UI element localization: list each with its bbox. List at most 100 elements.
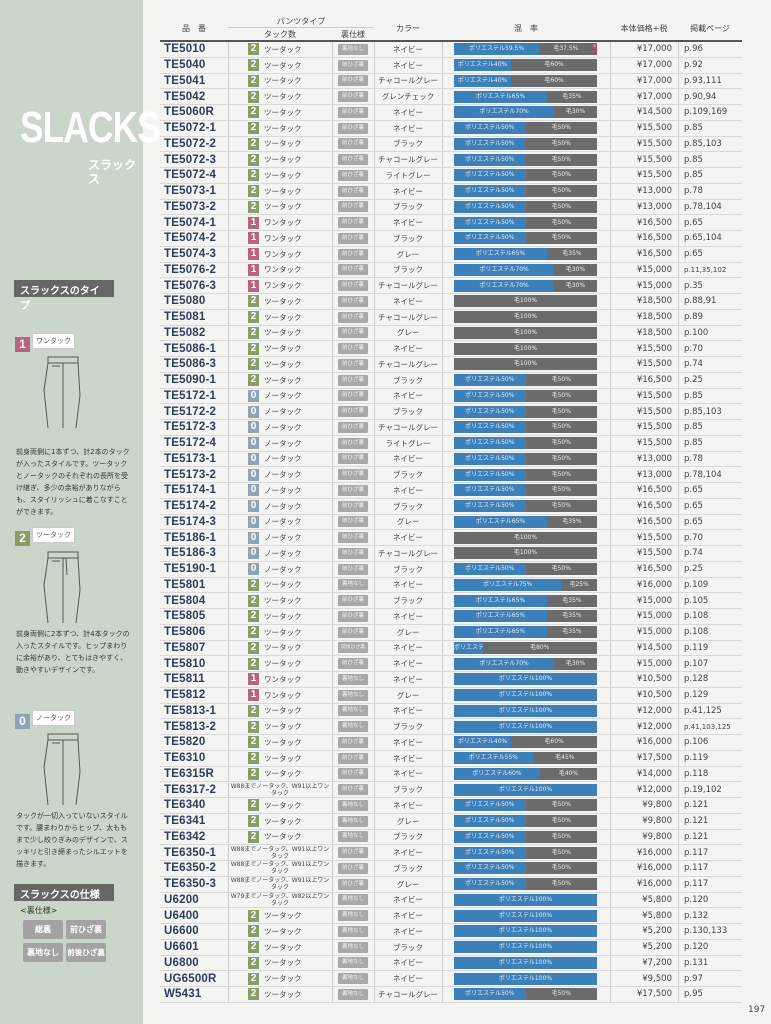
tuck-badge: 2 — [248, 43, 259, 56]
page-ref: p.93,111 — [684, 75, 722, 86]
tuck-badge: 2 — [248, 106, 259, 119]
color: グレンチェック — [381, 92, 435, 102]
blend-segment-poly: ポリエステル50% — [454, 185, 526, 198]
tuck-cell: 2 ツータック — [228, 925, 332, 938]
price: ¥17,500 — [636, 753, 672, 764]
blend-bar: ポリエステル100% — [454, 909, 597, 922]
color: グレー — [396, 690, 420, 700]
blend-segment-wool: 毛100% — [454, 342, 597, 355]
blend-segment-poly: ポリエステル65% — [454, 610, 547, 623]
tuck-label: ノータック — [264, 564, 302, 574]
price: ¥9,500 — [642, 973, 672, 984]
blend-segment-wool: 毛30% — [554, 657, 597, 670]
blend-segment-wool: 毛50% — [525, 421, 597, 434]
color: ネイビー — [393, 485, 423, 495]
product-code: TE5072-3 — [164, 153, 217, 166]
table-row: TE5072-2 2 ツータック 前ひざ裏 ブラック ポリエステル50% 毛50% ¥15,5… — [160, 137, 742, 153]
blend-segment-wool: 毛35% — [546, 90, 597, 103]
tuck-label: ツータック — [264, 926, 302, 936]
page-ref: p.117 — [684, 879, 709, 890]
blend-segment-poly: ポリエステル50% — [454, 232, 526, 245]
page-ref: p.130,133 — [684, 926, 728, 937]
blend-segment-poly: ポリエステル100% — [454, 783, 597, 796]
table-row: TE6315R 2 ツータック 前ひざ裏 ネイビー ポリエステル60% 毛40% ¥14,00… — [160, 767, 742, 783]
tuck-cell: 2 ツータック — [228, 169, 332, 182]
blend-segment-poly: ポリエステル65% — [454, 248, 547, 261]
product-code: TE5174-3 — [164, 515, 217, 528]
tuck-badge: 0 — [248, 437, 259, 450]
color: ブラック — [393, 863, 423, 873]
lining-badge: 前ひざ裏 — [338, 358, 368, 370]
price: ¥15,500 — [636, 138, 672, 149]
product-code: U6600 — [164, 925, 199, 938]
blend-segment-poly: ポリエステル40% — [454, 59, 512, 72]
lining-badge: 裏地なし — [338, 705, 368, 717]
tuck-badge: 2 — [248, 59, 259, 72]
header-tuck: タック数 — [264, 30, 296, 39]
product-code: W5431 — [164, 988, 202, 1001]
product-code: TE5804 — [164, 594, 206, 607]
lining-badge: 前ひざ裏 — [338, 547, 368, 559]
tuck-badge: 2 — [15, 531, 30, 546]
tuck-cell: 0 ノータック — [228, 547, 332, 560]
tuck-label: ツータック — [264, 911, 302, 921]
tuck-badge: 2 — [248, 988, 259, 1001]
table-row: TE5073-2 2 ツータック 前ひざ裏 ブラック ポリエステル50% 毛50% ¥13,0… — [160, 200, 742, 216]
color: グレー — [396, 328, 420, 338]
tuck-badge: 2 — [248, 594, 259, 607]
tuck-cell: 2 ツータック — [228, 720, 332, 733]
lining-badge: 前ひざ裏 — [338, 154, 368, 166]
tuck-label: ツータック — [264, 170, 302, 180]
tuck-label: ノータック — [264, 391, 302, 401]
tuck-label: ツータック — [264, 627, 302, 637]
tuck-label: ツータック — [264, 123, 302, 133]
blend-segment-poly: ポリエステル100% — [454, 720, 597, 733]
color: グレー — [396, 879, 420, 889]
tuck-note: W88までノータック、W91以上ワンタック — [230, 782, 330, 797]
lining-badge: 前ひざ裏 — [338, 390, 368, 402]
color: チャコールグレー — [378, 548, 438, 558]
blend-bar: ポリエステル20%毛80% — [454, 641, 597, 654]
product-code: TE6341 — [164, 815, 206, 828]
tuck-cell: W88までノータック、W91以上ワンタック — [228, 877, 332, 891]
page-ref: p.65 — [684, 249, 703, 260]
lining-badge: 前ひざ裏 — [338, 878, 368, 890]
tuck-label: ワンタック — [264, 690, 302, 700]
product-code: TE5813-2 — [164, 720, 217, 733]
price: ¥15,000 — [636, 264, 672, 275]
color: ネイビー — [393, 800, 423, 810]
product-code: TE5073-1 — [164, 185, 217, 198]
blend-segment-wool: 毛100% — [454, 311, 597, 324]
table-row: TE6350-3 W88までノータック、W91以上ワンタック 前ひざ裏 グレー ポリエス… — [160, 877, 742, 893]
blend-segment-poly: ポリエステル50% — [454, 389, 526, 402]
blend-segment-poly: ポリエステル59.5% — [454, 43, 540, 56]
lining-badge: 裏地なし — [338, 941, 368, 953]
blend-segment-poly: ポリエステル50% — [454, 137, 526, 150]
lining-badge: 前ひざ裏 — [338, 169, 368, 181]
product-code: TE6350-3 — [164, 878, 217, 891]
blend-segment-wool: 毛25% — [561, 578, 597, 591]
price: ¥18,500 — [636, 296, 672, 307]
lining-badge: 前ひざ裏 — [338, 217, 368, 229]
tuck-cell: 2 ツータック — [228, 657, 332, 670]
price: ¥15,000 — [636, 658, 672, 669]
blend-segment-wool: 毛30% — [554, 106, 597, 119]
blend-segment-poly: ポリエステル65% — [454, 90, 547, 103]
blend-bar: 毛100% — [454, 531, 597, 544]
lining-badge: 前ひざ裏 — [338, 516, 368, 528]
color: ネイビー — [393, 911, 423, 921]
tuck-cell: 1 ワンタック — [228, 248, 332, 261]
color: ブラック — [393, 139, 423, 149]
blend-bar: ポリエステル50% 毛50% — [454, 846, 597, 859]
blend-segment-poly: ポリエステル40% — [454, 74, 512, 87]
price: ¥15,000 — [636, 595, 672, 606]
tuck-cell: 2 ツータック — [228, 200, 332, 213]
tuck-label: ワンタック — [264, 281, 302, 291]
color: ネイビー — [393, 454, 423, 464]
price: ¥15,500 — [636, 406, 672, 417]
blend-segment-wool: 毛35% — [546, 515, 597, 528]
price: ¥16,000 — [636, 847, 672, 858]
tuck-badge: 0 — [248, 389, 259, 402]
tuck-label: ツータック — [264, 816, 302, 826]
product-code: TE5172-3 — [164, 421, 217, 434]
